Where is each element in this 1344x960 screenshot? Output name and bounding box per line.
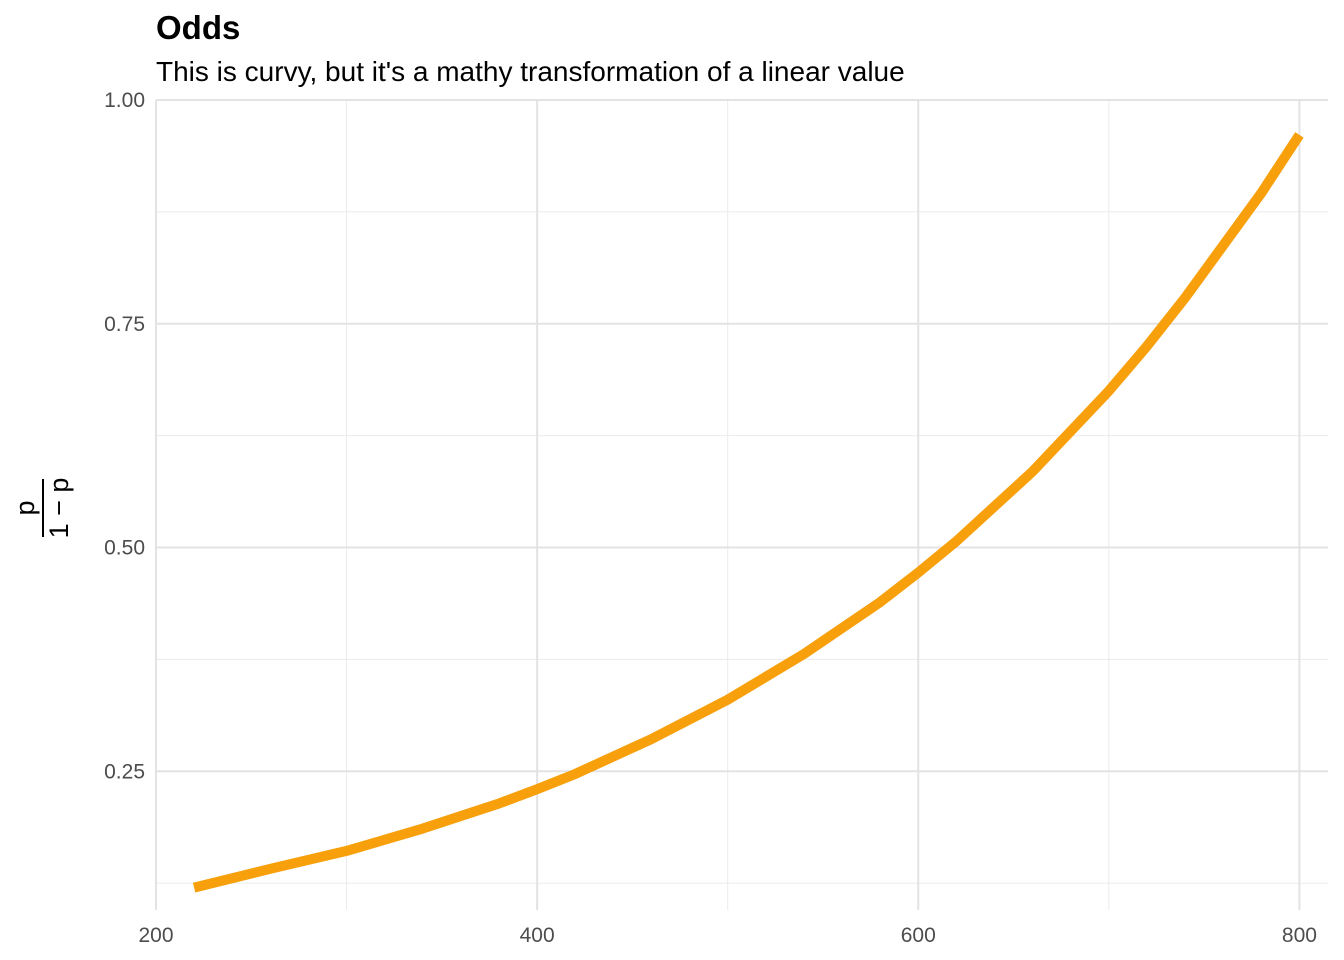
x-tick-label-3: 800	[1282, 924, 1317, 947]
series-line-0	[192, 132, 1304, 893]
series-layer	[192, 132, 1304, 893]
y-axis-label-numerator: p	[10, 500, 40, 515]
minor-gridlines	[156, 100, 1328, 910]
y-axis: 0.25 0.50 0.75 1.00	[104, 89, 145, 783]
y-tick-label-1: 0.50	[104, 537, 145, 560]
x-axis: 200 400 600 800	[138, 924, 1316, 947]
y-axis-label-denominator: 1 − p	[44, 478, 74, 539]
y-tick-label-3: 1.00	[104, 89, 145, 112]
x-tick-label-0: 200	[138, 924, 173, 947]
x-tick-label-1: 400	[520, 924, 555, 947]
y-tick-label-0: 0.25	[104, 760, 145, 783]
y-axis-label: p 1 − p	[10, 478, 74, 539]
chart-subtitle: This is curvy, but it's a mathy transfor…	[156, 56, 905, 87]
chart-title: Odds	[156, 9, 240, 46]
major-gridlines	[155, 99, 1328, 910]
x-tick-label-2: 600	[901, 924, 936, 947]
y-tick-label-2: 0.75	[104, 313, 145, 336]
